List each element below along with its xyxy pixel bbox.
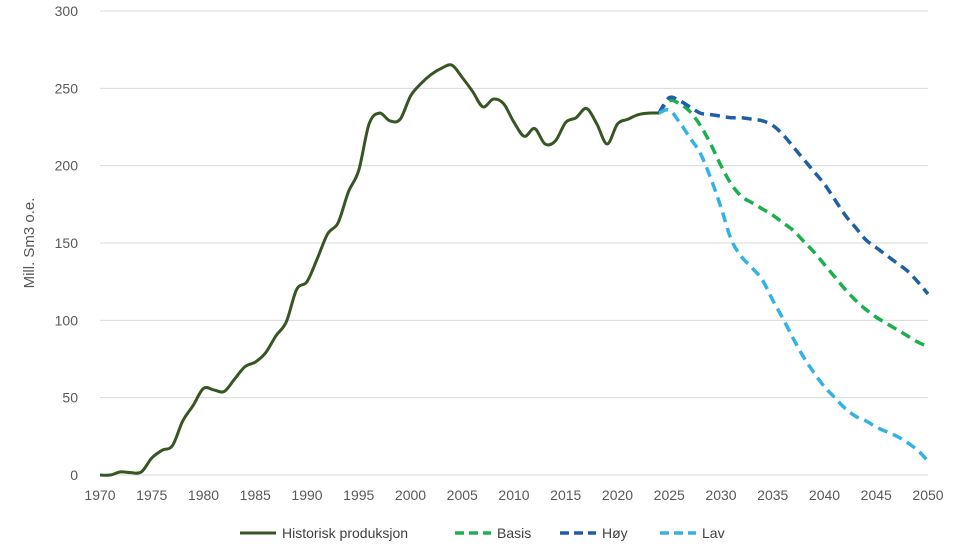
x-axis-ticks: 1970 1975 1980 1985 1990 1995 2000 2005 2010 2015… bbox=[84, 487, 943, 503]
x-tick-label: 2015 bbox=[550, 487, 581, 503]
legend-label-hoy: Høy bbox=[602, 525, 628, 541]
x-tick-label: 2010 bbox=[498, 487, 529, 503]
x-tick-label: 2030 bbox=[705, 487, 736, 503]
legend-label-lav: Lav bbox=[702, 525, 725, 541]
x-tick-label: 2040 bbox=[809, 487, 840, 503]
series-line-hoy bbox=[657, 95, 930, 296]
y-tick-label: 300 bbox=[55, 3, 79, 19]
x-tick-label: 1980 bbox=[188, 487, 219, 503]
x-tick-label: 2050 bbox=[912, 487, 943, 503]
x-tick-label: 1975 bbox=[136, 487, 167, 503]
x-tick-label: 2025 bbox=[654, 487, 685, 503]
y-tick-label: 50 bbox=[62, 390, 78, 406]
y-tick-label: 250 bbox=[55, 80, 79, 96]
legend-label-historisk-produksjon: Historisk produksjon bbox=[282, 525, 408, 541]
y-axis-title: Mill. Sm3 o.e. bbox=[21, 198, 38, 289]
y-tick-label: 0 bbox=[70, 467, 78, 483]
x-tick-label: 2005 bbox=[447, 487, 478, 503]
series-line-lav bbox=[658, 107, 930, 463]
legend: Historisk produksjon Basis Høy Lav bbox=[240, 525, 725, 541]
series-layer bbox=[99, 63, 930, 477]
x-tick-label: 2045 bbox=[861, 487, 892, 503]
x-tick-label: 2020 bbox=[602, 487, 633, 503]
y-axis-ticks: 0 50 100 150 200 250 300 bbox=[55, 3, 79, 483]
x-tick-label: 1995 bbox=[343, 487, 374, 503]
x-tick-label: 2000 bbox=[395, 487, 426, 503]
x-tick-label: 1990 bbox=[291, 487, 322, 503]
y-tick-label: 150 bbox=[55, 235, 79, 251]
series-line-basis bbox=[657, 98, 929, 349]
y-tick-label: 100 bbox=[55, 312, 79, 328]
gridlines bbox=[100, 10, 928, 476]
y-tick-label: 200 bbox=[55, 158, 79, 174]
x-tick-label: 1985 bbox=[240, 487, 271, 503]
x-tick-label: 2035 bbox=[757, 487, 788, 503]
x-tick-label: 1970 bbox=[84, 487, 115, 503]
legend-label-basis: Basis bbox=[497, 525, 531, 541]
series-line-historisk-produksjon bbox=[99, 63, 659, 477]
